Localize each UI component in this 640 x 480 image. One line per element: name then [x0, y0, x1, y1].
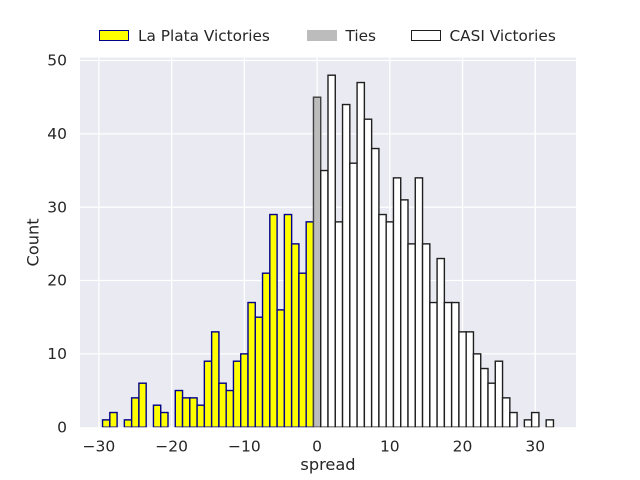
bar-casi-victories-spread-32 [545, 419, 555, 428]
bar-la-plata-victories-spread--5 [276, 309, 286, 428]
bar-casi-victories-spread-14 [414, 177, 424, 428]
bar-casi-victories-spread-6 [356, 81, 366, 428]
bar-casi-victories-spread-4 [341, 103, 351, 428]
bar-casi-victories-spread-22 [472, 353, 482, 428]
legend-swatch-ties-icon [306, 30, 337, 41]
bar-casi-victories-spread-26 [501, 397, 511, 428]
xtick-label-30: 30 [525, 438, 545, 456]
bar-casi-victories-spread-23 [480, 367, 489, 428]
x-axis-label: spread [300, 455, 355, 474]
bar-la-plata-victories-spread--18 [181, 397, 191, 428]
bar-casi-victories-spread-1 [320, 169, 329, 428]
bar-la-plata-victories-spread--8 [254, 316, 264, 428]
legend-label-casi: CASI Victories [449, 27, 556, 45]
bar-casi-victories-spread-17 [436, 257, 446, 428]
bar-la-plata-victories-spread--10 [240, 353, 249, 428]
bar-la-plata-victories-spread--16 [196, 404, 206, 428]
bar-la-plata-victories-spread--24 [138, 382, 147, 428]
bar-casi-victories-spread-16 [429, 301, 438, 428]
ytick-label-20: 20 [47, 272, 67, 290]
legend: La Plata Victories Ties CASI Victories [0, 24, 640, 48]
bar-la-plata-victories-spread--19 [174, 389, 184, 428]
ytick-label-50: 50 [47, 52, 67, 70]
bar-la-plata-victories-spread--13 [218, 382, 227, 428]
bar-la-plata-victories-spread--26 [123, 419, 133, 428]
bar-casi-victories-spread-24 [487, 382, 496, 428]
bar-la-plata-victories-spread--22 [152, 404, 162, 428]
bar-la-plata-victories-spread--14 [210, 331, 220, 428]
xtick-label--30: −30 [83, 438, 116, 456]
bar-casi-victories-spread-12 [400, 199, 409, 428]
bar-la-plata-victories-spread--12 [225, 389, 235, 428]
bar-casi-victories-spread-27 [509, 411, 518, 428]
y-axis-label: Count [24, 218, 43, 266]
bar-la-plata-victories-spread--1 [305, 221, 315, 428]
ytick-label-10: 10 [47, 345, 67, 363]
bar-casi-victories-spread-29 [523, 419, 533, 428]
legend-label-la-plata: La Plata Victories [138, 27, 270, 45]
legend-label-ties: Ties [345, 27, 377, 45]
bar-casi-victories-spread-7 [363, 118, 373, 428]
legend-swatch-casi-icon [410, 30, 441, 41]
bar-casi-victories-spread-30 [530, 411, 540, 428]
bars [101, 74, 555, 428]
bar-casi-victories-spread-20 [458, 331, 467, 428]
bar-casi-victories-spread-2 [327, 74, 336, 428]
bar-la-plata-victories-spread--21 [160, 411, 169, 428]
ytick-label-30: 30 [47, 198, 67, 216]
bar-casi-victories-spread-15 [421, 243, 431, 428]
ytick-label-40: 40 [47, 125, 67, 143]
bar-la-plata-victories-spread--28 [109, 411, 118, 428]
legend-swatch-la-plata-icon [99, 30, 129, 41]
bar-casi-victories-spread-13 [407, 243, 416, 428]
xtick-label-0: 0 [312, 438, 322, 456]
bar-la-plata-victories-spread--25 [130, 397, 140, 428]
bar-la-plata-victories-spread--2 [298, 272, 307, 428]
bar-la-plata-victories-spread--7 [261, 272, 271, 428]
bar-casi-victories-spread-11 [392, 177, 402, 428]
bar-ties-spread-0 [312, 96, 322, 428]
bar-la-plata-victories-spread--3 [290, 243, 300, 428]
bar-la-plata-victories-spread--11 [232, 360, 242, 428]
bar-la-plata-victories-spread--9 [247, 301, 256, 428]
bar-casi-victories-spread-5 [349, 162, 358, 428]
bar-la-plata-victories-spread--6 [269, 213, 278, 428]
bar-la-plata-victories-spread--29 [101, 419, 111, 428]
bar-casi-victories-spread-10 [385, 221, 395, 428]
xtick-label--20: −20 [155, 438, 188, 456]
bar-casi-victories-spread-9 [378, 213, 387, 428]
ytick-label-0: 0 [57, 418, 67, 436]
bar-casi-victories-spread-25 [494, 360, 504, 428]
bar-casi-victories-spread-19 [450, 301, 460, 428]
bar-casi-victories-spread-21 [465, 331, 475, 428]
xtick-label-20: 20 [453, 438, 473, 456]
bar-casi-victories-spread-18 [443, 301, 453, 428]
xtick-label-10: 10 [380, 438, 400, 456]
bar-casi-victories-spread-8 [370, 147, 380, 428]
bar-la-plata-victories-spread--4 [283, 213, 293, 428]
bar-la-plata-victories-spread--17 [189, 397, 198, 428]
bar-casi-victories-spread-3 [334, 221, 344, 428]
bar-la-plata-victories-spread--15 [203, 360, 213, 428]
xtick-label--10: −10 [228, 438, 261, 456]
